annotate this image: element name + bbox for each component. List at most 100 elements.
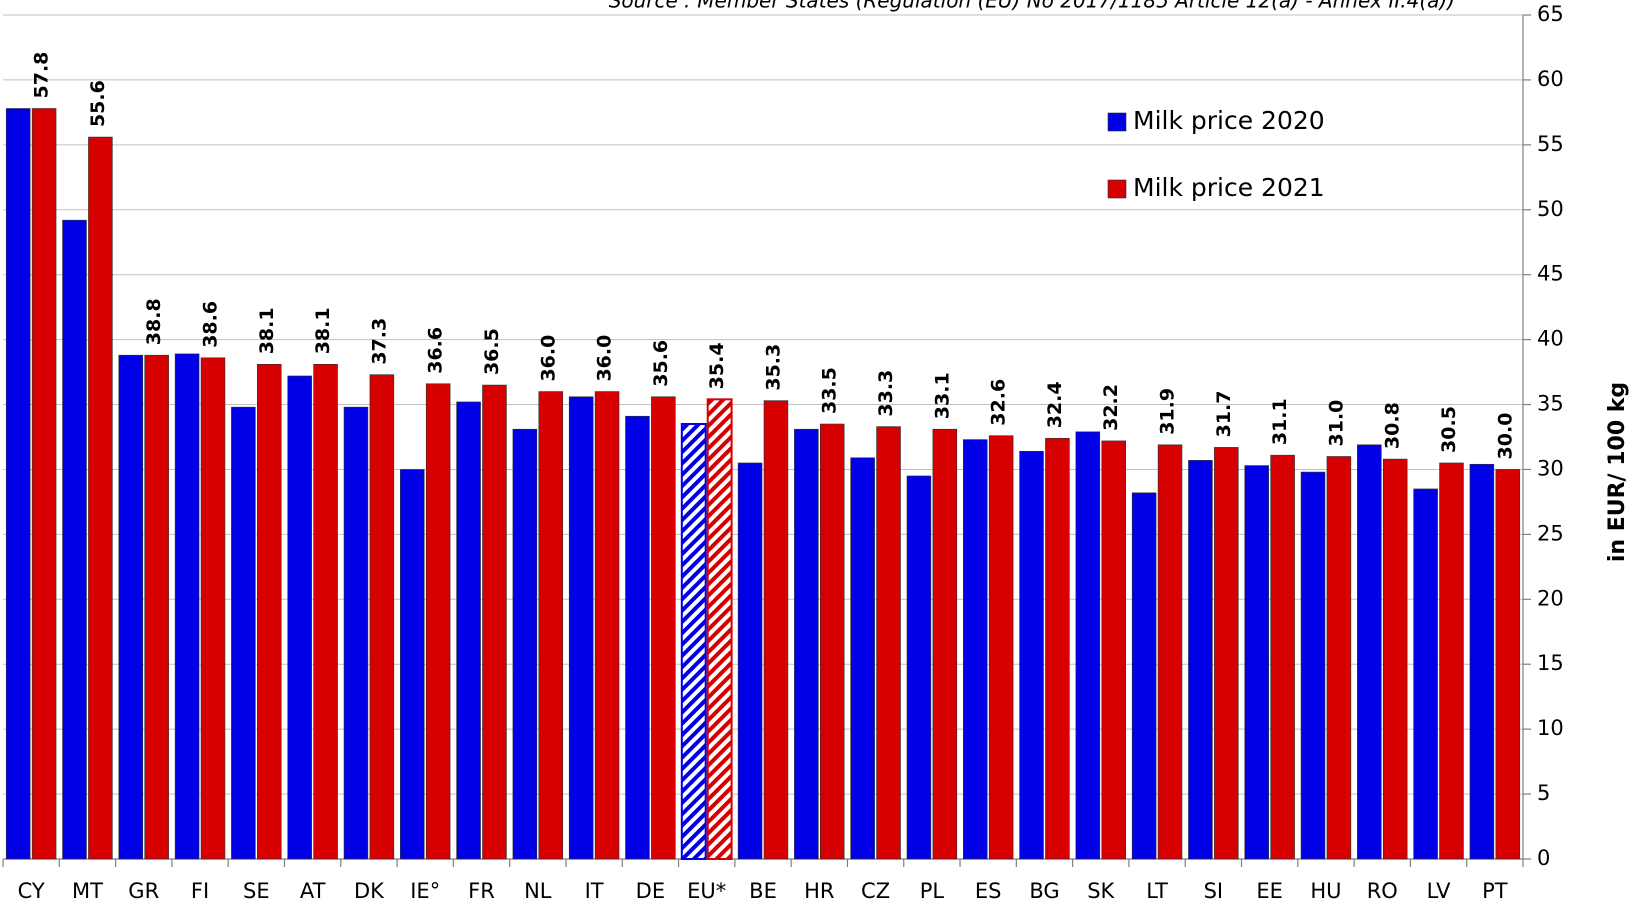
bar — [1300, 471, 1326, 860]
data-label: 38.1 — [312, 307, 334, 354]
bar — [794, 428, 819, 860]
data-label: 38.8 — [143, 298, 165, 345]
bar — [1413, 488, 1438, 860]
bar — [1075, 431, 1101, 860]
bar — [962, 439, 988, 860]
data-label: 38.1 — [256, 307, 278, 354]
bar — [118, 354, 144, 860]
x-tick-label: NL — [524, 879, 552, 903]
x-tick-label: AT — [300, 879, 326, 903]
x-tick-label: PT — [1482, 879, 1508, 903]
bar — [1045, 437, 1070, 860]
x-tick-label: GR — [128, 879, 159, 903]
data-label: 31.9 — [1157, 388, 1179, 435]
y-tick-label: 35 — [1537, 392, 1564, 416]
x-tick-label: SI — [1204, 879, 1224, 903]
data-label: 35.6 — [650, 340, 672, 387]
bar — [1469, 463, 1495, 860]
bar — [1101, 440, 1126, 860]
y-tick-label: 50 — [1537, 197, 1564, 221]
x-tick-label: CY — [18, 879, 45, 903]
x-tick-label: MT — [72, 879, 103, 903]
bar — [5, 108, 31, 860]
bar — [482, 384, 507, 860]
bar — [287, 375, 312, 860]
data-label: 55.6 — [87, 80, 109, 127]
y-tick-label: 0 — [1537, 846, 1550, 870]
bar — [651, 396, 676, 860]
bar — [400, 469, 425, 860]
bar — [343, 406, 369, 860]
x-tick-label: EU* — [687, 879, 726, 903]
data-label: 33.5 — [819, 367, 841, 414]
x-tick-label: FR — [468, 879, 495, 903]
x-tick-label: SE — [243, 879, 270, 903]
bar — [456, 401, 481, 860]
y-tick-label: 55 — [1537, 132, 1564, 156]
bar — [932, 428, 958, 860]
x-tick-label: BE — [749, 879, 777, 903]
x-tick-label: PL — [920, 879, 945, 903]
data-label: 33.1 — [931, 372, 953, 419]
x-tick-label: RO — [1367, 879, 1398, 903]
y-tick-label: 40 — [1537, 327, 1564, 351]
bar — [231, 406, 256, 860]
x-tick-label: CZ — [861, 879, 890, 903]
data-label: 36.0 — [537, 335, 559, 382]
x-tick-label: BG — [1029, 879, 1059, 903]
y-tick-label: 20 — [1537, 586, 1564, 610]
bar — [706, 398, 733, 860]
chart-subtitle: Source : Member States (Regulation (EU) … — [609, 0, 1455, 13]
bar — [1131, 492, 1157, 860]
bar — [1019, 450, 1044, 860]
data-label: 30.8 — [1382, 402, 1404, 449]
legend-swatch — [1107, 112, 1127, 132]
data-label: 35.4 — [706, 342, 728, 389]
bar — [1495, 469, 1521, 860]
x-tick-label: EE — [1256, 879, 1283, 903]
data-label: 31.7 — [1213, 390, 1235, 437]
bar — [88, 136, 113, 860]
bar — [1157, 444, 1183, 860]
bar — [313, 363, 338, 860]
bar — [876, 426, 901, 860]
bar — [512, 428, 538, 860]
data-label: 32.4 — [1044, 381, 1066, 428]
data-label: 31.0 — [1325, 400, 1347, 447]
x-tick-label: ES — [975, 879, 1002, 903]
bar — [1270, 454, 1295, 860]
bar — [62, 219, 87, 860]
bar — [257, 363, 282, 860]
bar — [31, 108, 57, 860]
x-tick-label: LV — [1427, 879, 1451, 903]
data-label: 31.1 — [1269, 398, 1291, 445]
bar — [369, 374, 395, 860]
bar — [1357, 444, 1382, 860]
legend-label: Milk price 2020 — [1133, 106, 1325, 135]
x-tick-label: SK — [1087, 879, 1115, 903]
x-tick-label: IT — [585, 879, 604, 903]
y-axis-label: in EUR/ 100 kg — [1605, 382, 1630, 562]
y-tick-label: 45 — [1537, 262, 1564, 286]
data-label: 30.5 — [1438, 406, 1460, 453]
bar — [568, 396, 594, 860]
bar — [594, 391, 620, 860]
bar — [763, 400, 789, 860]
x-tick-label: HU — [1310, 879, 1341, 903]
bar — [819, 423, 845, 860]
y-tick-label: 15 — [1537, 651, 1564, 675]
data-label: 57.8 — [31, 52, 53, 99]
x-tick-label: HR — [804, 879, 834, 903]
data-label: 35.3 — [762, 344, 784, 391]
bar — [850, 457, 875, 860]
bar — [1382, 458, 1408, 860]
x-tick-label: FI — [191, 879, 209, 903]
bar — [988, 435, 1014, 860]
data-label: 38.6 — [199, 301, 221, 348]
bar — [425, 383, 451, 860]
x-tick-label: IE° — [410, 879, 440, 903]
x-tick-label: DE — [636, 879, 665, 903]
data-label: 36.6 — [425, 327, 447, 374]
data-label: 36.0 — [594, 335, 616, 382]
